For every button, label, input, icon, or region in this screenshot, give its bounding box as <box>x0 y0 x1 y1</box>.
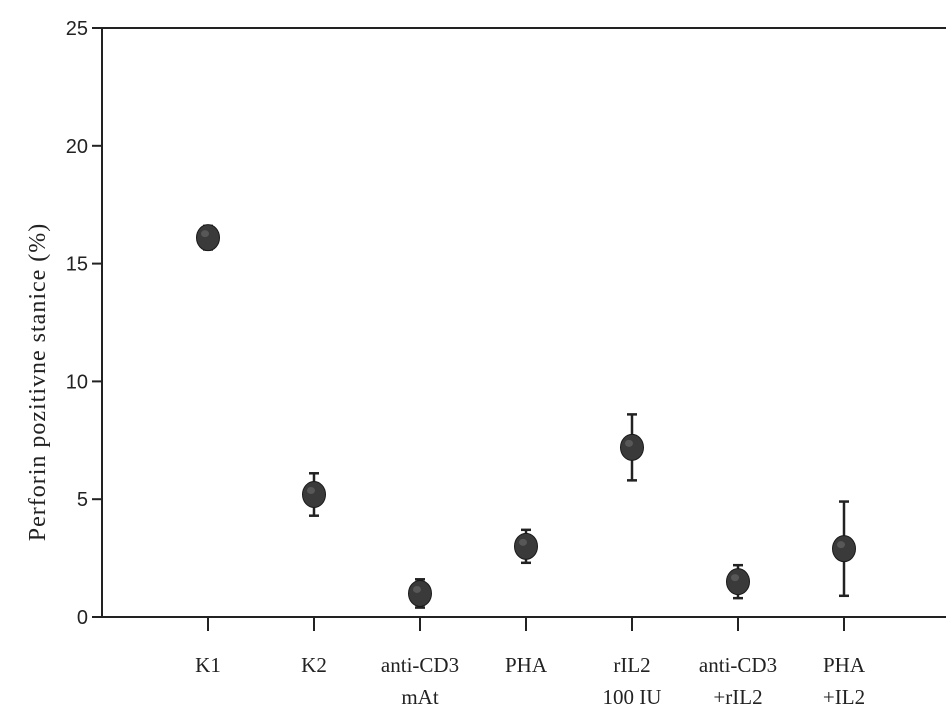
x-tick-label-line: +IL2 <box>823 685 865 709</box>
x-tick-label-line: PHA <box>505 653 548 677</box>
y-tick-label: 25 <box>66 18 88 40</box>
y-axis-label: Perforin pozitivne stanice (%) <box>25 223 51 542</box>
axis-labels: Perforin pozitivne stanice (%) <box>25 223 51 542</box>
x-tick-label-line: anti-CD3 <box>381 653 459 677</box>
y-tick-label: 0 <box>77 607 88 629</box>
x-tick-label: PHA +IL2 <box>823 653 866 709</box>
x-tick-label: rIL2 100 IU <box>603 653 662 709</box>
x-tick-label: anti-CD3 mAt <box>381 653 459 709</box>
y-tick-label: 10 <box>66 371 88 393</box>
y-tick-label: 5 <box>77 489 88 511</box>
data-point <box>302 480 326 508</box>
data-point-highlight <box>731 574 739 582</box>
x-tick-label: K1 <box>195 653 221 677</box>
x-tick-label-line: anti-CD3 <box>699 653 777 677</box>
x-tick-label-line: +rIL2 <box>713 685 762 709</box>
y-tick-label: 15 <box>66 254 88 276</box>
data-point <box>832 535 856 563</box>
x-tick-label-line: K1 <box>195 653 221 677</box>
x-tick-label: anti-CD3 +rIL2 <box>699 653 777 709</box>
data-point <box>196 224 220 252</box>
data-marks <box>196 224 856 609</box>
data-point <box>408 579 432 607</box>
data-point-highlight <box>519 538 527 546</box>
data-point-highlight <box>413 585 421 593</box>
x-tick-label-line: mAt <box>401 685 439 709</box>
x-tick-label-line: rIL2 <box>613 653 650 677</box>
data-point-highlight <box>307 486 315 494</box>
y-tick-label: 20 <box>66 136 88 158</box>
axes: 0 5 10 15 20 25 K1 K2 anti-CD3 mAt PHA rIL2 100 IU an… <box>66 18 946 709</box>
x-tick-label: PHA <box>505 653 548 677</box>
x-tick-label-line: 100 IU <box>603 685 662 709</box>
x-tick-label: K2 <box>301 653 327 677</box>
data-point <box>726 568 750 596</box>
data-point-highlight <box>201 230 209 238</box>
data-point-highlight <box>625 439 633 447</box>
x-tick-label-line: PHA <box>823 653 866 677</box>
x-tick-label-line: K2 <box>301 653 327 677</box>
data-point <box>514 532 538 560</box>
data-point <box>620 433 644 461</box>
data-point-highlight <box>837 541 845 549</box>
